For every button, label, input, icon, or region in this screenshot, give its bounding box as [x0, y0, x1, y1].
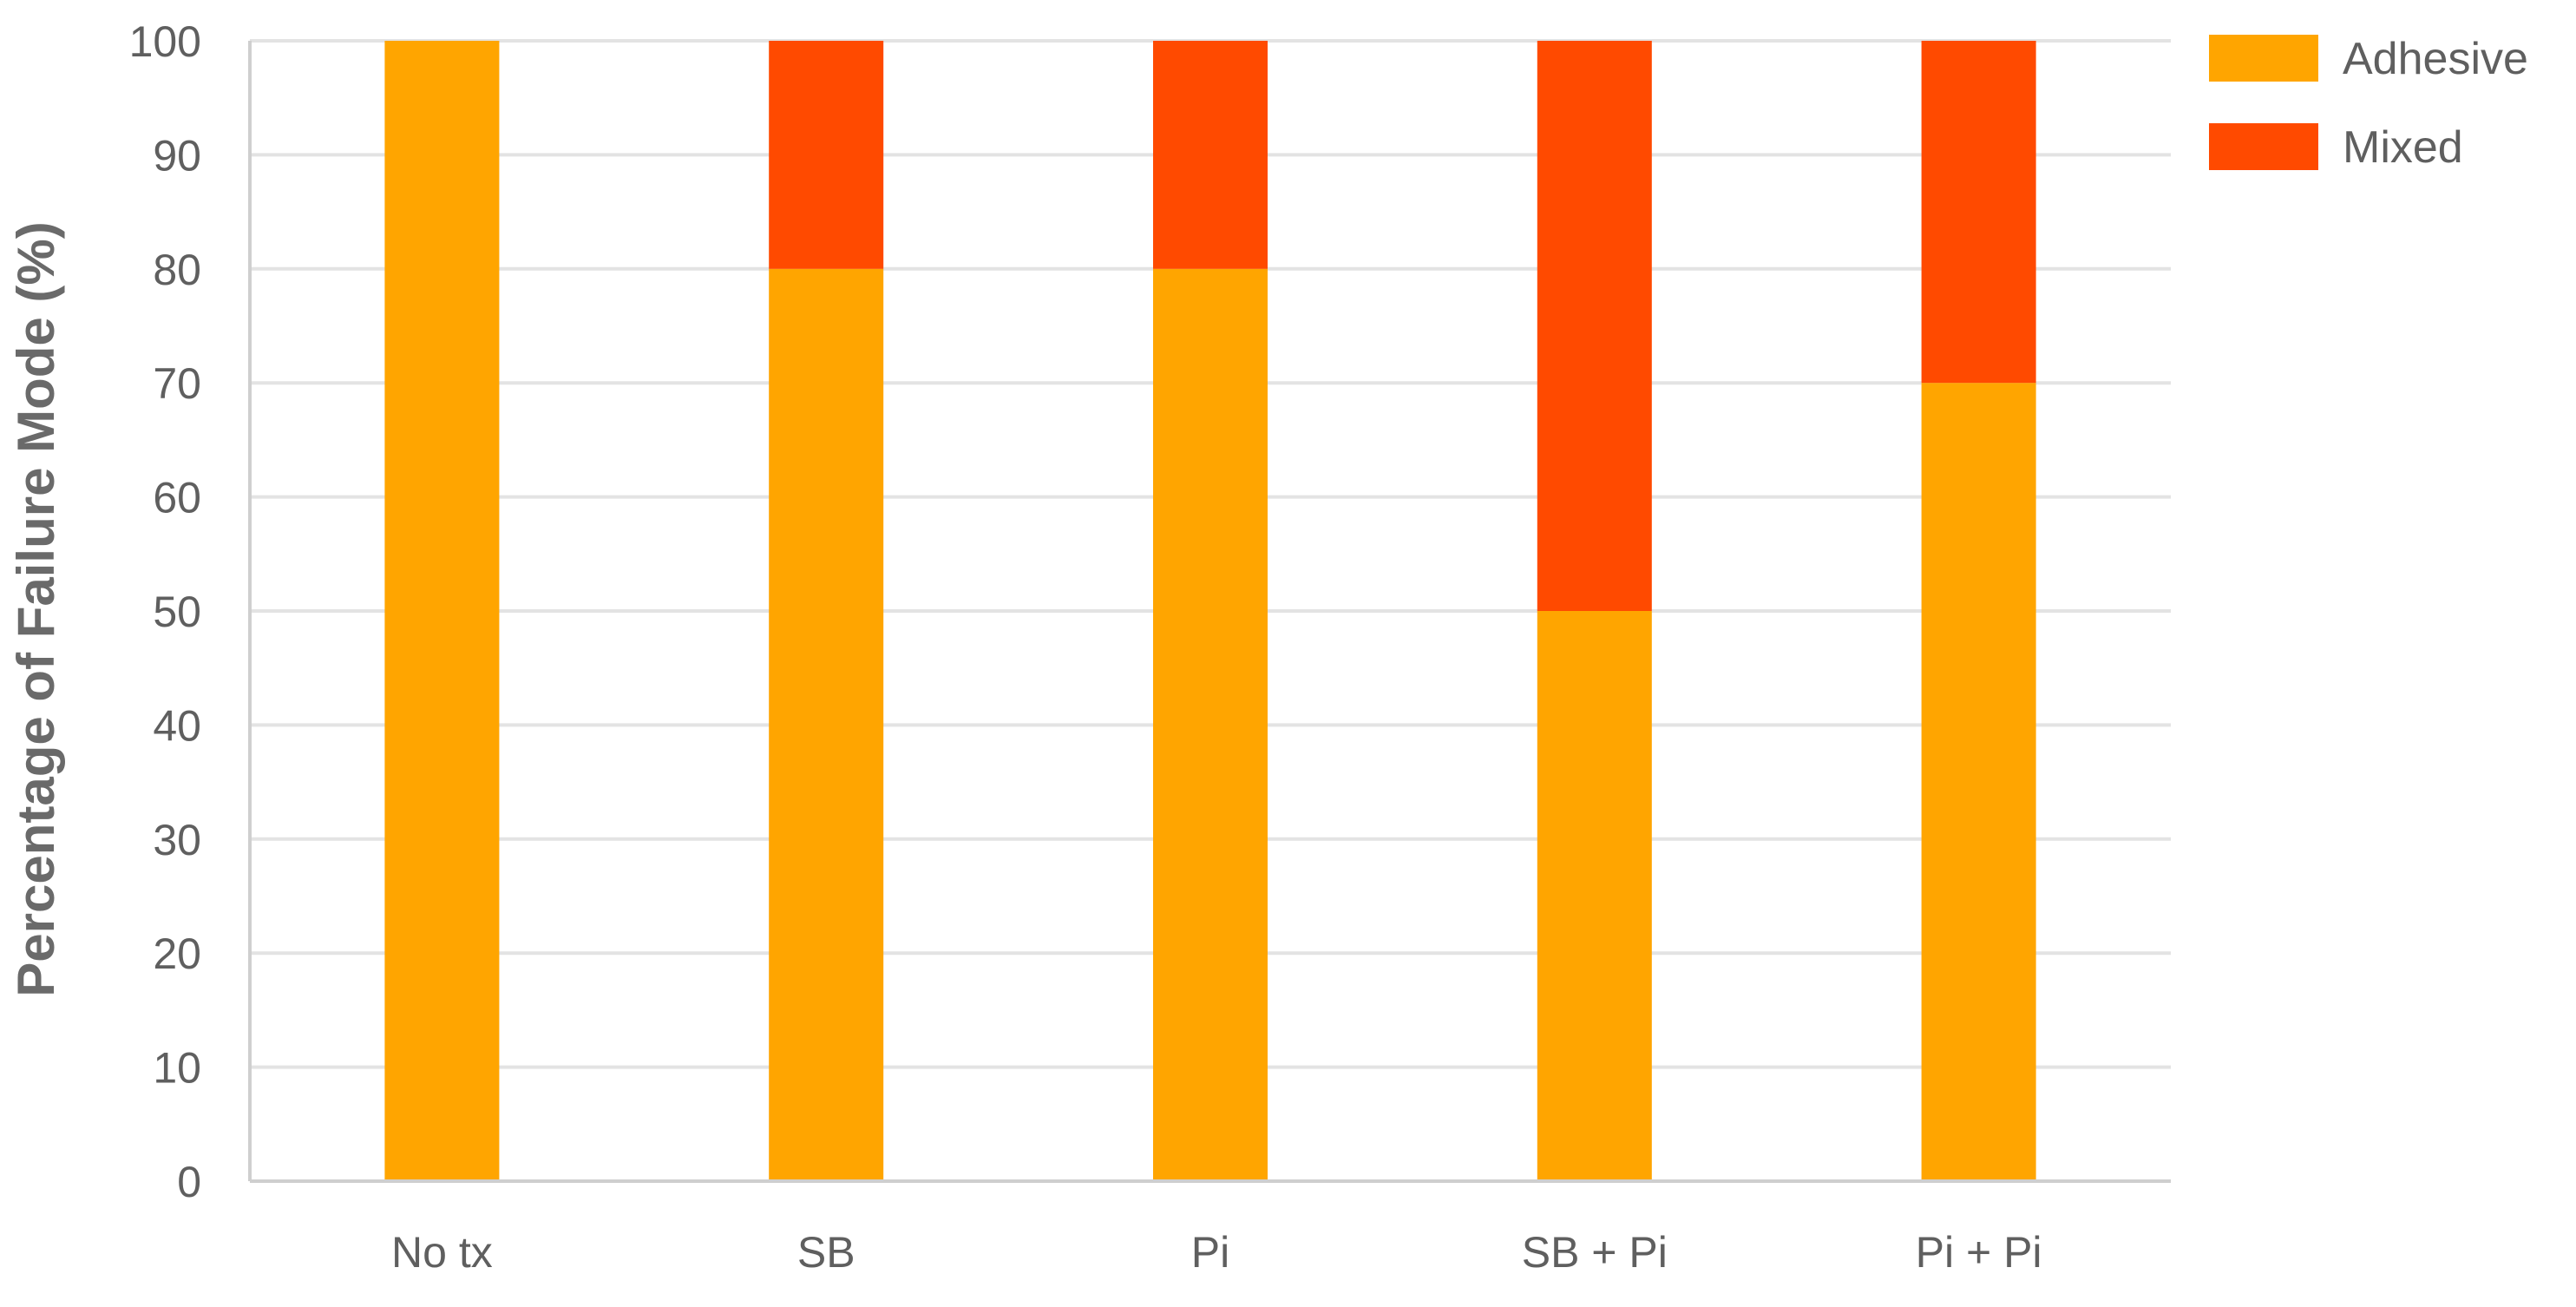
bar-adhesive-4 — [1921, 383, 2036, 1181]
x-tick-label: SB — [797, 1228, 855, 1277]
bar-mixed-4 — [1921, 41, 2036, 384]
legend-swatch-adhesive — [2209, 35, 2318, 82]
legend-swatch-mixed — [2209, 123, 2318, 170]
y-tick-label: 60 — [153, 474, 201, 522]
legend-label-adhesive: Adhesive — [2343, 34, 2528, 84]
y-tick-label: 70 — [153, 359, 201, 408]
x-tick-label: SB + Pi — [1522, 1228, 1668, 1277]
y-tick-label: 0 — [177, 1158, 201, 1206]
bar-mixed-1 — [769, 41, 884, 269]
y-tick-label: 100 — [129, 17, 201, 66]
tick-labels: 0 10 20 30 40 50 60 70 80 90 100 No tx SB Pi SB + Pi Pi… — [129, 17, 2042, 1277]
y-tick-label: 30 — [153, 816, 201, 864]
bar-mixed-2 — [1153, 41, 1268, 269]
y-tick-label: 80 — [153, 246, 201, 294]
bar-adhesive-0 — [384, 41, 500, 1181]
legend: Adhesive Mixed — [2209, 34, 2528, 173]
axes — [248, 41, 2171, 1183]
bars — [384, 41, 2036, 1181]
legend-label-mixed: Mixed — [2343, 122, 2463, 173]
bar-adhesive-2 — [1153, 268, 1268, 1181]
y-tick-label: 40 — [153, 701, 201, 750]
y-tick-label: 20 — [153, 929, 201, 978]
bar-mixed-3 — [1537, 41, 1652, 611]
x-tick-label: No tx — [391, 1228, 493, 1277]
bar-adhesive-3 — [1537, 611, 1652, 1181]
y-tick-label: 90 — [153, 131, 201, 180]
y-axis-title: Percentage of Failure Mode (%) — [7, 221, 65, 997]
y-tick-label: 50 — [153, 588, 201, 636]
x-tick-label: Pi + Pi — [1916, 1228, 2042, 1277]
y-tick-label: 10 — [153, 1044, 201, 1093]
x-tick-label: Pi — [1191, 1228, 1229, 1277]
bar-adhesive-1 — [769, 268, 884, 1181]
